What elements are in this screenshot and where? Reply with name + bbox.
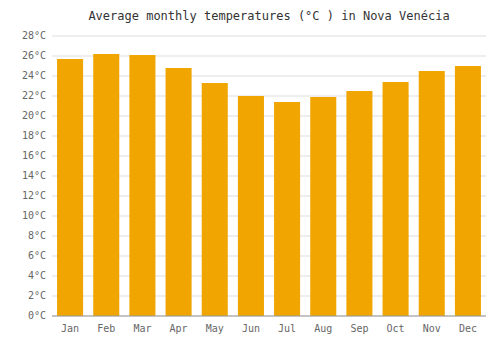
- bar: [166, 68, 192, 316]
- bar: [274, 102, 300, 316]
- bar: [419, 71, 445, 316]
- bar: [310, 97, 336, 316]
- bar: [455, 66, 481, 316]
- chart-container: 0°C 2°C 4°C 6°C 8°C 10°C 12°C 14°C 16°C 18°C 20°C 2…: [0, 0, 500, 350]
- x-tick-label: Aug: [314, 323, 332, 334]
- y-tick-label: 28°C: [22, 30, 46, 41]
- bar: [93, 54, 119, 316]
- x-tick-labels: Jan Feb Mar Apr May Jun Jul Aug Sep Oct Nov Dec: [61, 323, 477, 334]
- grid-line: [52, 316, 486, 317]
- x-tick-label: Nov: [423, 323, 441, 334]
- x-tick-label: May: [206, 323, 224, 334]
- x-tick-label: Apr: [170, 323, 188, 334]
- y-tick-labels: 0°C 2°C 4°C 6°C 8°C 10°C 12°C 14°C 16°C 18°C 20°C 2…: [22, 30, 46, 321]
- y-tick-label: 20°C: [22, 110, 46, 121]
- chart-svg: 0°C 2°C 4°C 6°C 8°C 10°C 12°C 14°C 16°C 18°C 20°C 2…: [0, 0, 500, 350]
- y-tick-label: 6°C: [28, 250, 46, 261]
- x-tick-label: Dec: [459, 323, 477, 334]
- x-tick-label: Jan: [61, 323, 79, 334]
- x-tick-label: Oct: [387, 323, 405, 334]
- grid-line: [52, 36, 486, 37]
- y-tick-label: 18°C: [22, 130, 46, 141]
- y-tick-label: 0°C: [28, 310, 46, 321]
- x-tick-label: Jun: [242, 323, 260, 334]
- x-tick-label: Jul: [278, 323, 296, 334]
- x-tick-label: Feb: [97, 323, 115, 334]
- bars: [57, 54, 481, 316]
- y-tick-label: 14°C: [22, 170, 46, 181]
- bar: [129, 55, 155, 316]
- bar: [202, 83, 228, 316]
- y-tick-label: 4°C: [28, 270, 46, 281]
- y-grid: [52, 36, 486, 316]
- y-tick-label: 8°C: [28, 230, 46, 241]
- bar: [383, 82, 409, 316]
- bar: [238, 96, 264, 316]
- y-tick-label: 2°C: [28, 290, 46, 301]
- y-tick-label: 26°C: [22, 50, 46, 61]
- y-tick-label: 16°C: [22, 150, 46, 161]
- y-tick-label: 22°C: [22, 90, 46, 101]
- x-tick-label: Mar: [133, 323, 151, 334]
- x-tick-label: Sep: [350, 323, 368, 334]
- bar: [57, 59, 83, 316]
- chart-title: Average monthly temperatures (°C ) in No…: [88, 9, 449, 23]
- y-tick-label: 10°C: [22, 210, 46, 221]
- x-axis-line: [52, 316, 486, 317]
- bar: [346, 91, 372, 316]
- y-tick-label: 12°C: [22, 190, 46, 201]
- y-tick-label: 24°C: [22, 70, 46, 81]
